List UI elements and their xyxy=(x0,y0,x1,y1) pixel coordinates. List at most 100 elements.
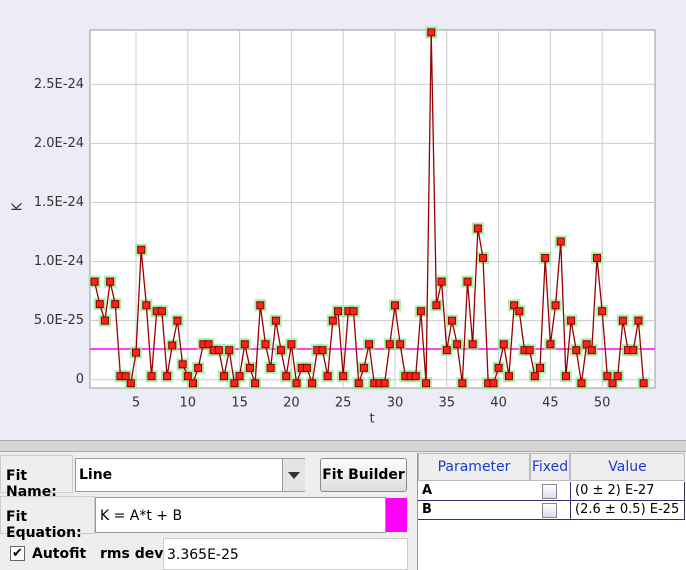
marker xyxy=(411,372,420,381)
marker xyxy=(447,316,456,325)
marker xyxy=(121,372,130,381)
fixed-checkbox[interactable] xyxy=(542,484,557,499)
marker xyxy=(634,316,643,325)
marker xyxy=(204,340,213,349)
marker xyxy=(458,379,467,388)
y-axis-label: K xyxy=(11,202,26,211)
marker xyxy=(168,341,177,350)
marker xyxy=(318,346,327,355)
marker xyxy=(499,340,508,349)
rms-label: rms dev: xyxy=(100,546,169,562)
marker xyxy=(567,316,576,325)
fit-name-label: Fit Name: xyxy=(0,455,73,500)
marker xyxy=(546,340,555,349)
table-header[interactable]: Fixed xyxy=(530,453,570,481)
marker xyxy=(194,363,203,372)
autofit-checkbox[interactable]: ✔ xyxy=(10,546,25,561)
marker xyxy=(380,379,389,388)
row-line xyxy=(530,482,570,501)
fit-equation-label: Fit Equation: xyxy=(0,496,95,541)
marker xyxy=(515,307,524,316)
marker xyxy=(453,340,462,349)
marker xyxy=(639,379,648,388)
marker xyxy=(592,254,601,263)
marker xyxy=(359,363,368,372)
marker xyxy=(328,316,337,325)
marker xyxy=(188,379,197,388)
marker xyxy=(479,254,488,263)
marker xyxy=(95,300,104,309)
parameter-value: (0 ± 2) E-27 xyxy=(570,482,685,501)
marker xyxy=(525,346,534,355)
marker xyxy=(271,316,280,325)
x-tick-label: 50 xyxy=(594,396,611,411)
fit-builder-button[interactable]: Fit Builder xyxy=(320,458,407,492)
fit-name-dropdown[interactable]: Line xyxy=(75,458,305,492)
marker xyxy=(277,346,286,355)
marker xyxy=(551,301,560,310)
x-axis-label: t xyxy=(369,412,374,427)
marker xyxy=(235,372,244,381)
marker xyxy=(365,340,374,349)
x-tick-label: 20 xyxy=(283,396,300,411)
marker xyxy=(292,379,301,388)
y-tick-label: 2.0E-24 xyxy=(34,136,84,151)
marker xyxy=(287,340,296,349)
marker xyxy=(354,379,363,388)
marker xyxy=(422,379,431,388)
marker xyxy=(416,307,425,316)
marker xyxy=(100,316,109,325)
marker xyxy=(266,363,275,372)
marker xyxy=(510,301,519,310)
autofit-label: Autofit xyxy=(32,546,87,562)
marker xyxy=(530,372,539,381)
marker xyxy=(245,363,254,372)
marker xyxy=(251,379,260,388)
marker xyxy=(468,340,477,349)
marker xyxy=(240,340,249,349)
marker xyxy=(504,372,513,381)
dropdown-arrow[interactable] xyxy=(282,459,305,491)
marker xyxy=(613,372,622,381)
marker xyxy=(157,307,166,316)
marker xyxy=(256,301,265,310)
table-header[interactable]: Value xyxy=(570,453,685,481)
x-tick-label: 45 xyxy=(542,396,559,411)
marker xyxy=(608,379,617,388)
marker xyxy=(230,379,239,388)
fit-equation-input[interactable]: K = A*t + B xyxy=(95,497,386,533)
y-tick-label: 5.0E-25 xyxy=(34,313,84,328)
y-tick-label: 0 xyxy=(76,372,84,387)
parameter-name: B xyxy=(418,501,530,520)
marker xyxy=(561,372,570,381)
fixed-checkbox[interactable] xyxy=(542,503,557,518)
marker xyxy=(147,372,156,381)
marker xyxy=(437,277,446,286)
marker xyxy=(494,363,503,372)
table-header[interactable]: Parameter xyxy=(418,453,530,481)
marker xyxy=(556,237,565,246)
marker xyxy=(220,372,229,381)
marker xyxy=(463,277,472,286)
marker xyxy=(214,346,223,355)
fit-color-swatch[interactable] xyxy=(386,498,407,532)
marker xyxy=(396,340,405,349)
marker xyxy=(334,307,343,316)
marker xyxy=(308,379,317,388)
marker xyxy=(598,307,607,316)
marker xyxy=(163,372,172,381)
marker xyxy=(572,346,581,355)
marker xyxy=(225,346,234,355)
marker xyxy=(339,372,348,381)
marker xyxy=(90,277,99,286)
marker xyxy=(106,277,115,286)
x-tick-label: 35 xyxy=(439,396,456,411)
marker xyxy=(427,28,436,37)
y-tick-label: 1.0E-24 xyxy=(34,254,84,269)
marker xyxy=(282,372,291,381)
marker xyxy=(577,379,586,388)
marker xyxy=(137,245,146,254)
marker xyxy=(541,254,550,263)
parameter-name: A xyxy=(418,482,530,501)
marker xyxy=(385,340,394,349)
